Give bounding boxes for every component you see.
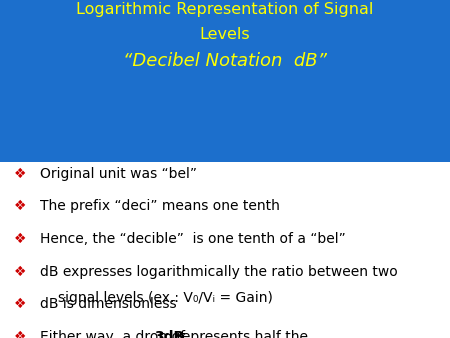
Text: Hence, the “decible”  is one tenth of a “bel”: Hence, the “decible” is one tenth of a “… [40,232,346,245]
Text: Levels: Levels [200,27,250,42]
Text: signal levels (ex.: V₀/Vᵢ = Gain): signal levels (ex.: V₀/Vᵢ = Gain) [58,291,274,305]
Text: Either way, a drop of: Either way, a drop of [40,330,190,338]
Text: ❖: ❖ [14,297,26,311]
Text: 3dB: 3dB [154,330,184,338]
Text: dB is dimensionless: dB is dimensionless [40,297,177,311]
Text: ❖: ❖ [14,265,26,279]
Text: The prefix “deci” means one tenth: The prefix “deci” means one tenth [40,199,280,213]
Text: ❖: ❖ [14,232,26,245]
Text: “Decibel Notation  dB”: “Decibel Notation dB” [123,52,327,70]
Text: represents half the: represents half the [172,330,308,338]
Bar [0,0,450,162]
Text: ❖: ❖ [14,167,26,181]
Text: ❖: ❖ [14,199,26,213]
Text: ❖: ❖ [14,330,26,338]
Text: Original unit was “bel”: Original unit was “bel” [40,167,198,181]
Text: Logarithmic Representation of Signal: Logarithmic Representation of Signal [76,2,373,17]
Text: dB expresses logarithmically the ratio between two: dB expresses logarithmically the ratio b… [40,265,398,279]
